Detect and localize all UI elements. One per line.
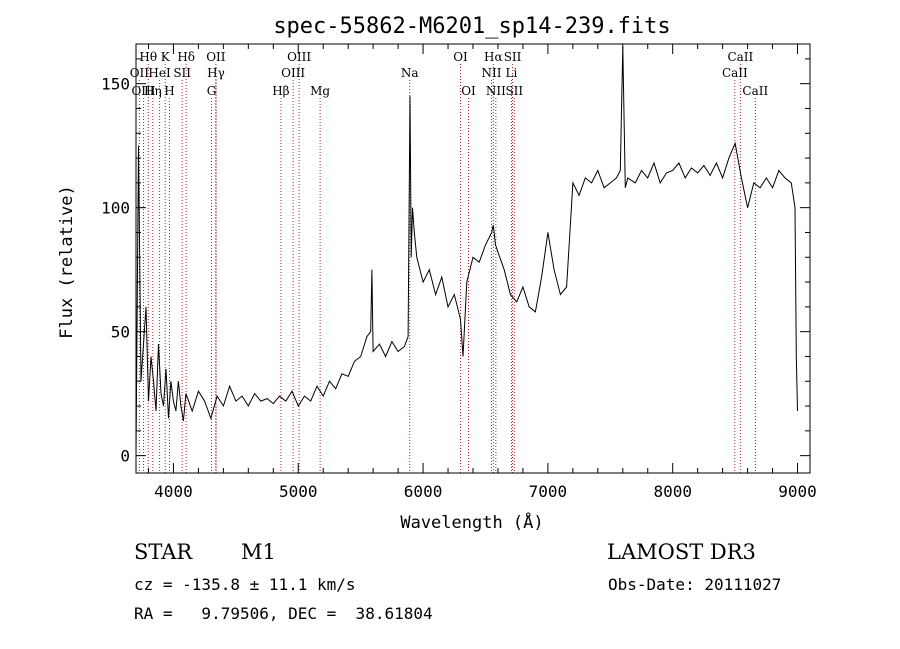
line-marker-label: Mg [310,84,330,98]
line-marker-label: Hβ [272,84,289,98]
x-tick-label: 9000 [778,482,817,501]
x-axis-label: Wavelength (Å) [400,511,543,533]
spectrum-series-line [135,46,798,456]
line-marker-label: SII [505,84,523,98]
object-subclass: M1 [241,540,276,564]
line-marker-label: HeI [148,66,171,80]
line-marker-label: CaII [722,66,748,80]
y-tick-label: 0 [120,447,130,466]
x-tick-label: 4000 [154,482,193,501]
y-tick-label: 100 [101,199,130,218]
redshift-velocity: cz = -135.8 ± 11.1 km/s [134,575,356,594]
line-marker-label: OIII [131,84,155,98]
x-tick-label: 6000 [404,482,443,501]
line-marker-label: Hθ [139,50,157,64]
line-marker-label: SII [504,50,522,64]
survey-name: LAMOST DR3 [607,540,756,564]
line-marker-label: G [207,84,217,98]
line-marker-label: Hδ [177,50,195,64]
line-marker-label: CaII [727,50,753,64]
y-tick-label: 150 [101,75,130,94]
line-marker-label: K [161,50,171,64]
line-marker-label: OII [206,50,226,64]
line-marker-label: Hα [484,50,503,64]
line-marker-label: NII [481,66,501,80]
line-marker-label: SII [173,66,191,80]
object-class: STAR [134,540,193,564]
line-marker-label: Hγ [207,66,225,80]
y-tick-label: 50 [111,323,130,342]
line-marker-label: H [164,84,174,98]
y-axis-label: Flux (relative) [57,185,77,339]
line-marker-label: Hη [144,84,162,98]
x-tick-label: 7000 [529,482,568,501]
line-marker-label: OIII [287,50,311,64]
observation-date: Obs-Date: 20111027 [608,575,782,594]
line-marker-label: Li [506,66,518,80]
line-marker-label: Na [401,66,419,80]
axis-ticks: 4000 5000 6000 7000 8000 9000 0 50 100 150 [101,44,817,501]
line-marker-label: OIII [281,66,305,80]
x-tick-label: 8000 [653,482,692,501]
line-marker-label: OI [453,50,468,64]
sky-coordinates: RA = 9.79506, DEC = 38.61804 [134,604,433,623]
x-tick-label: 5000 [279,482,318,501]
line-marker-label: NII [486,84,506,98]
chart-title: spec-55862-M6201_sp14-239.fits [273,14,670,39]
line-marker-label: CaII [742,84,768,98]
line-marker-label: OI [461,84,476,98]
line-marker-label: OII [130,66,150,80]
